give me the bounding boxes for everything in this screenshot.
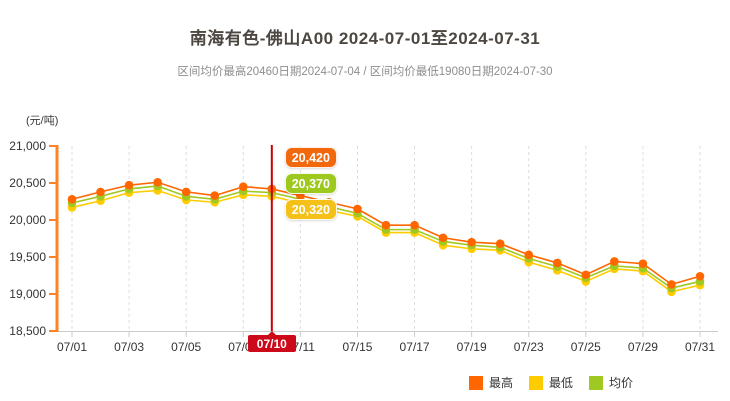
svg-text:21,000: 21,000 bbox=[9, 139, 46, 153]
svg-text:19,000: 19,000 bbox=[9, 287, 46, 301]
svg-text:07/15: 07/15 bbox=[342, 340, 372, 354]
svg-text:19,500: 19,500 bbox=[9, 250, 46, 264]
badge-date-label: 07/10 bbox=[256, 336, 287, 351]
svg-text:07/17: 07/17 bbox=[400, 340, 430, 354]
legend-swatch-low-icon bbox=[528, 375, 543, 390]
legend-swatch-high-icon bbox=[468, 375, 483, 390]
svg-text:07/05: 07/05 bbox=[171, 340, 201, 354]
legend-label-high: 最高 bbox=[488, 376, 513, 390]
tooltip-stack: 20,420 20,370 20,320 bbox=[284, 147, 337, 220]
tooltip-avg: 20,370 bbox=[284, 173, 337, 194]
tooltip-high: 20,420 bbox=[284, 147, 337, 168]
svg-text:07/19: 07/19 bbox=[457, 340, 487, 354]
svg-text:07/29: 07/29 bbox=[628, 340, 658, 354]
svg-text:07/31: 07/31 bbox=[685, 340, 715, 354]
selected-date-badge: 07/10 bbox=[247, 331, 296, 352]
legend-item-avg[interactable]: 均价 bbox=[588, 374, 633, 391]
y-axis-unit-label: (元/吨) bbox=[26, 115, 59, 127]
badge-pointer-icon bbox=[267, 331, 276, 335]
legend-label-avg: 均价 bbox=[608, 376, 633, 390]
legend-item-low[interactable]: 最低 bbox=[528, 374, 573, 391]
legend-item-high[interactable]: 最高 bbox=[468, 374, 513, 391]
svg-text:07/03: 07/03 bbox=[114, 340, 144, 354]
legend-label-low: 最低 bbox=[548, 376, 573, 390]
svg-text:20,000: 20,000 bbox=[9, 213, 46, 227]
svg-text:07/23: 07/23 bbox=[514, 340, 544, 354]
chart-subtitle: 区间均价最高20460日期2024-07-04 / 区间均价最低19080日期2… bbox=[177, 66, 553, 78]
svg-text:07/25: 07/25 bbox=[571, 340, 601, 354]
tooltip-low: 20,320 bbox=[284, 199, 337, 220]
chart-title: 南海有色-佛山A00 2024-07-01至2024-07-31 bbox=[189, 29, 541, 48]
svg-text:18,500: 18,500 bbox=[9, 324, 46, 338]
svg-text:20,500: 20,500 bbox=[9, 176, 46, 190]
legend: 最高 最低 均价 bbox=[468, 374, 633, 391]
svg-text:07/01: 07/01 bbox=[57, 340, 87, 354]
legend-swatch-avg-icon bbox=[588, 375, 603, 390]
